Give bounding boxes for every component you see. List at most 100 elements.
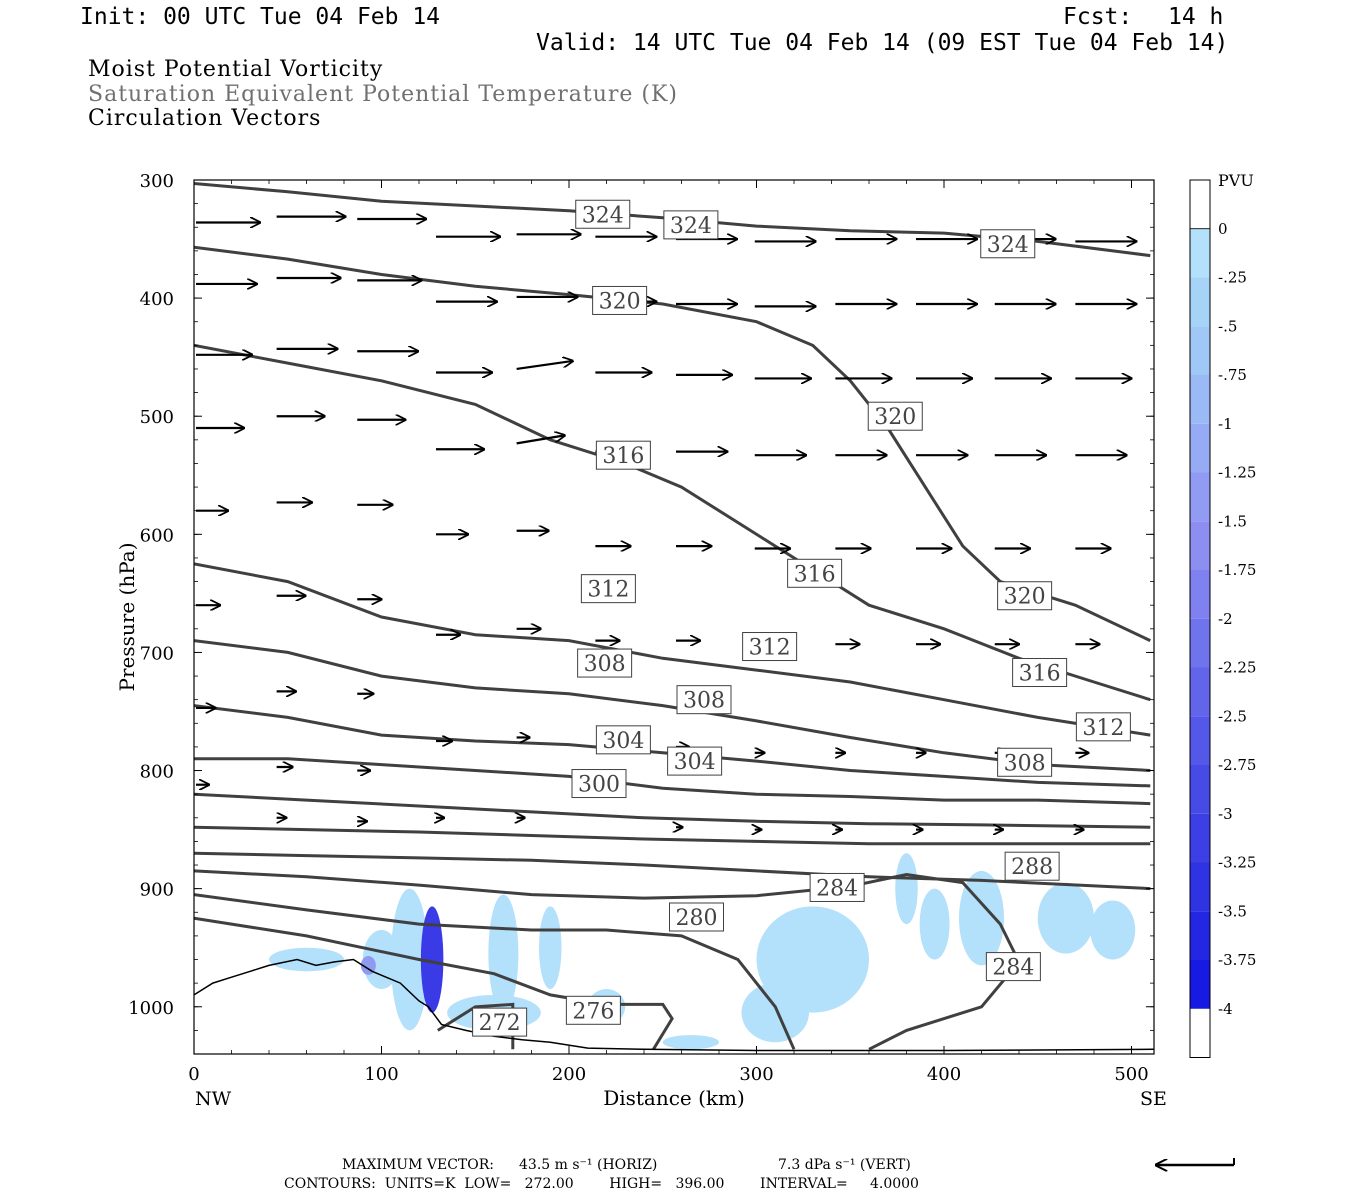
colorbar-label-2: -.5: [1218, 317, 1237, 335]
colorbar-swatch-11: [1190, 716, 1210, 765]
x-tick-label-1: 100: [364, 1064, 398, 1085]
svg-text:312: 312: [749, 636, 791, 661]
svg-text:284: 284: [992, 956, 1034, 981]
wind-vector-40: [516, 435, 565, 445]
contour-276: [194, 916, 674, 1051]
colorbar-swatch-9: [1190, 618, 1210, 668]
y-tick-label-5: 800: [140, 762, 174, 783]
contour-label-layer: 324 324 324 320 320 320 316 316 316 312 312 312 308 3…: [472, 199, 1131, 1037]
svg-text:304: 304: [674, 750, 716, 775]
contour-label-5: 320: [997, 581, 1053, 611]
colorbar-label-7: -1.75: [1218, 561, 1256, 579]
svg-text:308: 308: [1004, 751, 1046, 776]
contour-280: [194, 893, 796, 1050]
colorbar: PVU 0 -.25 -.5 -.75 -1 -1.25 -1.5 -1.75 -2 -2.25 -2…: [1189, 171, 1256, 1058]
field-title-mpv: Moist Potential Vorticity: [88, 57, 384, 82]
pv-region-4: [539, 906, 562, 990]
svg-text:312: 312: [587, 578, 629, 603]
contour-label-16: 304: [667, 746, 723, 776]
pv-region-6: [360, 955, 376, 975]
svg-text:276: 276: [572, 999, 614, 1024]
pv-region-9: [741, 983, 809, 1043]
svg-text:316: 316: [1019, 662, 1061, 687]
field-title-vectors: Circulation Vectors: [88, 106, 322, 131]
contour-label-11: 312: [1075, 712, 1131, 742]
colorbar-swatch-1: [1190, 228, 1210, 278]
contour-label-2: 324: [980, 229, 1036, 259]
axis-layer: 300 400 500 600 700 800 900 1000 0 100 200 300 400 50…: [128, 171, 1154, 1085]
colorbar-swatch-14: [1190, 862, 1210, 912]
svg-text:324: 324: [582, 203, 624, 228]
svg-text:312: 312: [1082, 716, 1124, 741]
init-time: Init: 00 UTC Tue 04 Feb 14: [80, 4, 441, 30]
y-tick-label-0: 300: [140, 171, 174, 192]
svg-text:280: 280: [676, 906, 718, 931]
colorbar-swatch-15: [1190, 911, 1210, 960]
y-tick-label-2: 500: [140, 407, 174, 428]
x-tick-label-3: 300: [739, 1064, 773, 1085]
contour-info: CONTOURS: UNITS=K LOW= 272.00 HIGH= 396.…: [284, 1176, 919, 1192]
colorbar-swatch-13: [1190, 813, 1210, 863]
contour-304: [194, 704, 1151, 788]
pv-region-3: [488, 894, 519, 1013]
max-vector-vert: 7.3 dPa s⁻¹ (VERT): [778, 1157, 911, 1173]
terrain-line: [194, 958, 1154, 1052]
max-vector-label: MAXIMUM VECTOR:: [342, 1157, 494, 1173]
pv-region-12: [959, 870, 1004, 966]
colorbar-swatch-10: [1190, 667, 1210, 717]
y-tick-label-1: 400: [140, 289, 174, 310]
colorbar-label-1: -.25: [1218, 269, 1247, 287]
pv-region-14: [1090, 900, 1136, 960]
contour-label-6: 316: [595, 440, 651, 470]
contour-296: [194, 792, 1151, 829]
y-axis-title: Pressure (hPa): [115, 543, 139, 692]
contour-label-0: 324: [575, 199, 631, 229]
forecast-hour: 14 h: [1168, 4, 1224, 30]
pv-region-10: [895, 853, 918, 925]
colorbar-swatch-2: [1190, 277, 1210, 327]
colorbar-label-16: -4: [1218, 1000, 1233, 1018]
colorbar-swatch-7: [1190, 521, 1210, 570]
contour-label-14: 308: [997, 747, 1053, 777]
contour-label-23: 272: [472, 1007, 528, 1037]
svg-text:320: 320: [1004, 585, 1046, 610]
contour-284: [194, 869, 1021, 1051]
contour-label-15: 304: [595, 725, 651, 755]
colorbar-swatch-3: [1190, 326, 1210, 375]
colorbar-label-9: -2.25: [1218, 659, 1256, 677]
reference-vector-icon: [1156, 1158, 1235, 1165]
colorbar-label-5: -1.25: [1218, 464, 1256, 482]
y-tick-label-3: 600: [140, 525, 174, 546]
x-tick-label-0: 0: [188, 1064, 199, 1085]
contour-label-8: 316: [1012, 658, 1068, 688]
wind-vector-28: [516, 361, 573, 371]
contour-label-22: 276: [565, 995, 621, 1025]
terrain-layer: [194, 958, 1154, 1052]
y-tick-label-6: 900: [140, 880, 174, 901]
pv-region-13: [1037, 882, 1094, 954]
colorbar-swatch-6: [1190, 472, 1210, 522]
colorbar-unit: PVU: [1218, 171, 1254, 190]
svg-text:300: 300: [578, 773, 620, 798]
pv-region-11: [919, 888, 950, 960]
contour-label-7: 316: [787, 558, 843, 588]
colorbar-label-8: -2: [1218, 610, 1233, 628]
x-end-label-right: SE: [1140, 1088, 1167, 1110]
plot-frame: [193, 179, 1155, 1055]
y-tick-label-4: 700: [140, 643, 174, 664]
x-end-label-left: NW: [195, 1088, 232, 1110]
contour-292: [194, 825, 1151, 846]
colorbar-label-4: -1: [1218, 415, 1233, 433]
svg-text:308: 308: [584, 652, 626, 677]
field-title-thetaes: Saturation Equivalent Potential Temperat…: [88, 82, 678, 107]
contour-label-18: 288: [1004, 851, 1060, 881]
contour-label-17: 300: [571, 769, 627, 799]
colorbar-label-15: -3.75: [1218, 951, 1256, 969]
svg-text:304: 304: [602, 729, 644, 754]
colorbar-swatch-16: [1190, 960, 1210, 1009]
colorbar-swatch-12: [1190, 765, 1210, 814]
svg-text:320: 320: [599, 289, 641, 314]
contour-label-21: 280: [669, 902, 724, 932]
contour-label-9: 312: [580, 574, 636, 604]
